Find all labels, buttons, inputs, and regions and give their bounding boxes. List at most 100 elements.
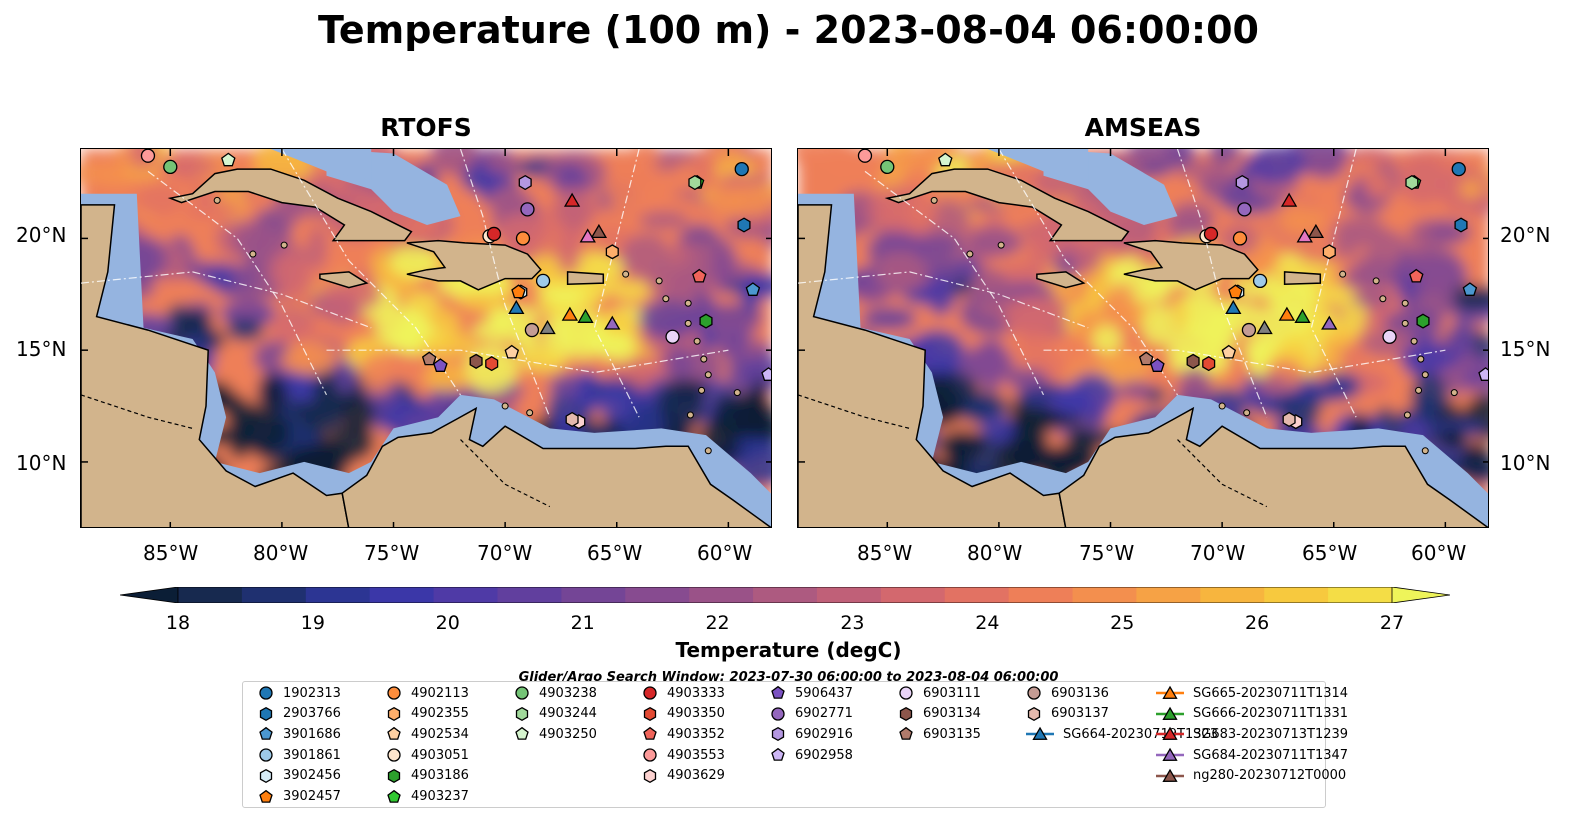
obs-marker-3901861	[1252, 273, 1268, 289]
legend-label: 4903629	[667, 768, 725, 784]
obs-marker-6902958	[761, 367, 771, 381]
legend-label: 2903766	[283, 706, 341, 722]
obs-marker-5906437	[433, 358, 448, 372]
legend-label: 3901686	[283, 726, 341, 742]
obs-marker-5906437	[1150, 358, 1165, 372]
legend-label: 6902958	[795, 747, 853, 763]
colorbar-segment	[497, 587, 562, 603]
colorbar-segment	[1008, 587, 1074, 603]
legend-item: 4903237	[385, 787, 469, 807]
colorbar-segment	[241, 587, 307, 603]
obs-marker-4903238	[163, 159, 178, 175]
obs-marker-SG665-20230711T1314	[561, 306, 579, 321]
lat-tick-10: 10°N	[16, 451, 67, 475]
colorbar-extend-high	[1391, 587, 1450, 603]
lon-tick-60: 60°W	[697, 541, 753, 565]
colorbar-segment	[178, 587, 243, 603]
legend-item: 4902355	[385, 704, 469, 724]
legend-item: 4903051	[385, 745, 469, 765]
colorbar-segment	[1072, 587, 1137, 603]
legend-item: 1902313	[257, 683, 341, 703]
colorbar-segment	[561, 587, 626, 603]
legend-item: SG665-20230711T1314	[1155, 683, 1348, 703]
colorbar-segment	[369, 587, 435, 603]
obs-marker-SG664-20230719T1323	[508, 299, 525, 315]
lon-tick-85-b: 85°W	[857, 541, 913, 565]
colorbar-segment	[305, 587, 371, 603]
obs-marker-4902355	[605, 244, 619, 260]
obs-marker-SG683-20230713T1239	[563, 192, 581, 207]
legend-item: SG664-20230719T1323	[1025, 724, 1218, 744]
legend-item: 4903238	[513, 683, 597, 703]
legend-marker-icon	[387, 768, 401, 783]
colorbar-tick: 23	[840, 612, 865, 634]
obs-marker-4903350	[1202, 356, 1216, 372]
obs-marker-4903250	[221, 152, 236, 167]
legend-label: 4903553	[667, 747, 725, 763]
obs-marker-4903553	[140, 149, 156, 163]
legend-item: 3901686	[257, 724, 341, 744]
legend-label: 4902355	[411, 706, 469, 722]
colorbar-segment	[1264, 587, 1329, 603]
lon-tick-70: 70°W	[477, 541, 533, 565]
obs-marker-4903244	[1405, 174, 1419, 191]
legend-marker-icon	[1156, 768, 1184, 782]
legend-label: 4903186	[411, 768, 469, 784]
panel-title-amseas: AMSEAS	[1084, 113, 1202, 142]
legend-marker-icon	[387, 706, 401, 721]
legend-marker-icon	[899, 686, 913, 700]
legend-label: 6903137	[1051, 706, 1109, 722]
legend-label: 6903135	[923, 726, 981, 742]
colorbar-tick: 19	[300, 612, 325, 634]
legend-label: ng280-20230712T0000	[1193, 768, 1347, 784]
panel-title-rtofs: RTOFS	[380, 113, 472, 142]
lon-tick-70-b: 70°W	[1190, 541, 1246, 565]
colorbar-segment	[816, 587, 882, 603]
obs-marker-SG664-20230719T1323	[1225, 299, 1242, 315]
legend-label: 6902771	[795, 706, 853, 722]
obs-marker-6903137	[1282, 411, 1296, 428]
legend-item: 3901861	[257, 745, 341, 765]
obs-marker-6903135	[1138, 351, 1154, 366]
legend-label: SG665-20230711T1314	[1193, 685, 1349, 701]
legend-marker-icon	[899, 727, 913, 741]
obs-marker-3901686	[1462, 282, 1478, 296]
legend-marker-icon	[259, 748, 273, 762]
map-panel-amseas	[797, 148, 1489, 528]
obs-marker-ng289-20230712T0000	[579, 228, 596, 243]
legend-item: SG683-20230713T1239	[1155, 724, 1348, 744]
legend-label: 4903352	[667, 726, 725, 742]
colorbar-tick: 26	[1245, 612, 1270, 634]
obs-marker-4903186	[1416, 313, 1430, 329]
lat-tick-15-right: 15°N	[1500, 337, 1551, 361]
legend-marker-icon	[515, 727, 529, 741]
colorbar-tick: 18	[165, 612, 191, 634]
lon-tick-85: 85°W	[143, 541, 199, 565]
legend-marker-icon	[259, 686, 273, 700]
lat-tick-10-right: 10°N	[1500, 451, 1551, 475]
colorbar-segment	[1136, 587, 1201, 603]
legend-item: SG684-20230711T1347	[1155, 745, 1348, 765]
obs-marker-6903134	[469, 353, 483, 369]
legend-label: 3902457	[283, 789, 341, 804]
legend-label: 6903111	[923, 685, 981, 701]
obs-marker-3902457	[511, 284, 526, 299]
legend-marker-icon	[643, 768, 657, 783]
obs-marker-4902534	[504, 344, 520, 359]
legend-marker-icon	[899, 706, 913, 721]
obs-marker-2903766	[1454, 217, 1468, 233]
legend-marker-icon	[259, 706, 273, 721]
legend-item: 6902958	[769, 745, 853, 765]
legend-marker-icon	[1156, 747, 1184, 762]
colorbar-tick: 25	[1110, 612, 1135, 634]
obs-marker-6902771	[1237, 202, 1252, 217]
legend-label: 4902534	[411, 726, 469, 742]
lat-tick-20-right: 20°N	[1500, 223, 1551, 247]
legend-label: SG683-20230713T1239	[1193, 726, 1349, 742]
legend-marker-icon	[515, 706, 529, 721]
legend-marker-icon	[1156, 706, 1184, 720]
colorbar-segment	[1328, 587, 1393, 603]
legend-label: 6902916	[795, 726, 853, 742]
legend-label: SG666-20230711T1331	[1193, 706, 1349, 722]
temperature-field	[81, 149, 771, 527]
